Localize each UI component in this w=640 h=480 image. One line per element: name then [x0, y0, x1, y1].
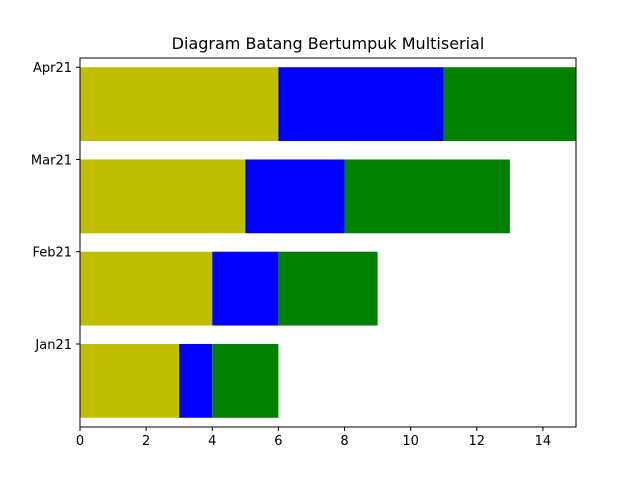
y-tick-label: Feb21 — [32, 246, 72, 261]
x-tick-label: 12 — [469, 434, 486, 449]
bar-Mar21-series-1 — [80, 159, 246, 234]
bar-Feb21-series-2 — [212, 251, 279, 326]
bar-Mar21-series-2 — [245, 159, 345, 234]
plot-frame — [79, 57, 577, 428]
x-tick-label: 2 — [142, 434, 150, 449]
y-tick-label: Jan21 — [34, 338, 72, 353]
bar-Jan21-series-3 — [212, 343, 279, 418]
bar-Jan21-series-1 — [80, 343, 180, 418]
axes-group: 0 2 4 6 8 10 12 14 Jan21 Feb21 Mar21 Apr21 — [31, 57, 577, 449]
x-tick-label: 10 — [402, 434, 419, 449]
bar-Mar21-series-3 — [344, 159, 510, 234]
bars-group — [80, 67, 576, 418]
x-tick-label: 4 — [208, 434, 216, 449]
bar-Feb21-series-1 — [80, 251, 213, 326]
y-tick-label: Mar21 — [31, 153, 72, 168]
x-tick-label: 14 — [535, 434, 552, 449]
y-tick-label: Apr21 — [33, 61, 72, 76]
chart-title: Diagram Batang Bertumpuk Multiserial — [172, 34, 485, 53]
x-tick-label: 6 — [274, 434, 282, 449]
bar-Apr21-series-3 — [443, 67, 576, 142]
bar-Feb21-series-3 — [278, 251, 378, 326]
bar-Jan21-series-2 — [179, 343, 213, 418]
x-tick-label: 8 — [340, 434, 348, 449]
x-tick-label: 0 — [76, 434, 84, 449]
bar-Apr21-series-1 — [80, 67, 279, 142]
bar-Apr21-series-2 — [278, 67, 444, 142]
